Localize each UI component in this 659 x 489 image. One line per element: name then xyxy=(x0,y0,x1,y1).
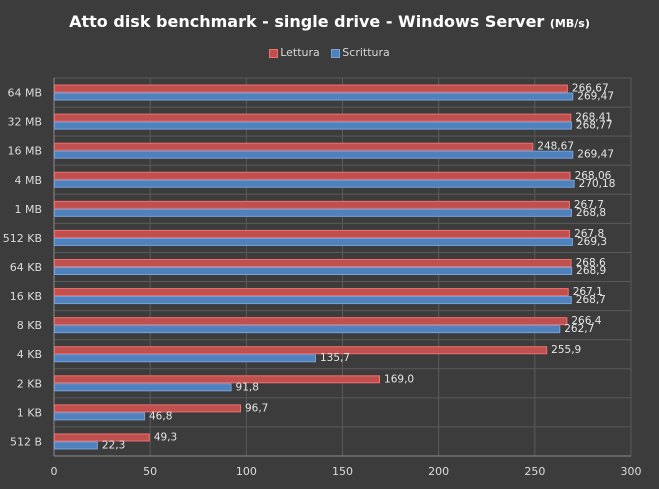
data-label-scrittura: 269,47 xyxy=(577,91,614,103)
bar-scrittura xyxy=(54,267,573,275)
bar-lettura xyxy=(54,433,150,442)
category-label: 64 MB xyxy=(7,87,42,100)
data-label-scrittura: 22,3 xyxy=(102,439,125,451)
bar-scrittura xyxy=(54,325,561,334)
x-tick-label: 0 xyxy=(51,465,58,478)
x-tick-label: 100 xyxy=(236,465,257,478)
data-label-scrittura: 268,8 xyxy=(576,207,606,219)
bar-scrittura xyxy=(54,441,98,450)
category-label: 1 MB xyxy=(14,203,42,216)
bar-lettura xyxy=(54,288,569,297)
category-label: 1 KB xyxy=(17,406,42,419)
data-label-lettura: 255,9 xyxy=(551,344,581,356)
data-label-lettura: 267,7 xyxy=(574,199,604,211)
legend-label-lettura: Lettura xyxy=(280,46,320,59)
x-tick-label: 300 xyxy=(621,465,642,478)
data-label-scrittura: 269,47 xyxy=(577,149,614,161)
legend-swatch-lettura xyxy=(269,48,279,58)
bar-scrittura xyxy=(54,383,232,392)
bar-scrittura xyxy=(54,92,574,101)
x-tick-label: 200 xyxy=(428,465,449,478)
legend-item-scrittura: Scrittura xyxy=(331,46,390,59)
legend-swatch-scrittura xyxy=(331,48,341,58)
x-tick-label: 250 xyxy=(524,465,545,478)
data-label-scrittura: 268,9 xyxy=(576,265,606,277)
bar-scrittura xyxy=(54,412,146,421)
category-label: 2 KB xyxy=(17,377,42,390)
data-label-lettura: 248,67 xyxy=(537,141,574,153)
data-label-scrittura: 262,7 xyxy=(564,323,594,335)
chart-title: Atto disk benchmark - single drive - Win… xyxy=(0,12,659,31)
category-label: 512 KB xyxy=(3,232,42,245)
bar-scrittura xyxy=(54,179,575,188)
data-label-lettura: 268,6 xyxy=(576,257,606,269)
chart-legend: Lettura Scrittura xyxy=(0,46,659,59)
data-label-scrittura: 269,3 xyxy=(577,236,607,248)
data-label-scrittura: 270,18 xyxy=(579,178,616,190)
x-tick-label: 150 xyxy=(332,465,353,478)
x-tick-label: 50 xyxy=(143,465,157,478)
category-label: 16 MB xyxy=(7,145,42,158)
data-label-lettura: 96,7 xyxy=(245,402,268,414)
bar-lettura xyxy=(54,346,548,355)
chart-title-unit: (MB/s) xyxy=(549,17,590,30)
bar-scrittura xyxy=(54,296,572,305)
data-label-scrittura: 268,7 xyxy=(576,294,606,306)
category-label: 4 KB xyxy=(17,348,42,361)
bar-lettura xyxy=(54,84,568,93)
category-label: 512 B xyxy=(10,435,42,448)
data-label-lettura: 169,0 xyxy=(384,373,414,385)
bar-scrittura xyxy=(54,150,574,159)
category-label: 64 KB xyxy=(10,261,42,274)
bar-lettura xyxy=(54,200,570,209)
category-label: 8 KB xyxy=(17,319,42,332)
data-label-lettura: 266,4 xyxy=(571,315,601,327)
bar-lettura xyxy=(54,375,381,384)
data-label-lettura: 268,41 xyxy=(575,112,612,124)
data-label-lettura: 266,67 xyxy=(572,83,609,95)
chart-title-text: Atto disk benchmark - single drive - Win… xyxy=(69,12,545,31)
data-label-lettura: 267,8 xyxy=(574,228,604,240)
bar-scrittura xyxy=(54,121,572,130)
data-label-lettura: 267,1 xyxy=(573,286,603,298)
category-label: 16 KB xyxy=(10,290,42,303)
data-label-lettura: 49,3 xyxy=(154,431,177,443)
bar-lettura xyxy=(54,171,571,180)
legend-item-lettura: Lettura xyxy=(269,46,320,59)
legend-label-scrittura: Scrittura xyxy=(342,46,390,59)
data-label-scrittura: 46,8 xyxy=(149,410,172,422)
bar-lettura xyxy=(54,142,534,151)
bar-lettura xyxy=(54,317,568,326)
category-label: 32 MB xyxy=(7,116,42,129)
bar-scrittura xyxy=(54,354,316,363)
bar-scrittura xyxy=(54,208,572,217)
bar-lettura xyxy=(54,404,241,413)
category-label: 4 MB xyxy=(14,174,42,187)
bar-scrittura xyxy=(54,237,573,246)
data-label-scrittura: 268,77 xyxy=(576,120,613,132)
data-label-scrittura: 91,8 xyxy=(236,381,259,393)
data-label-scrittura: 135,7 xyxy=(320,352,350,364)
bar-lettura xyxy=(54,113,572,122)
bar-lettura xyxy=(54,259,572,267)
data-label-lettura: 268,06 xyxy=(575,170,612,182)
bar-lettura xyxy=(54,229,571,238)
